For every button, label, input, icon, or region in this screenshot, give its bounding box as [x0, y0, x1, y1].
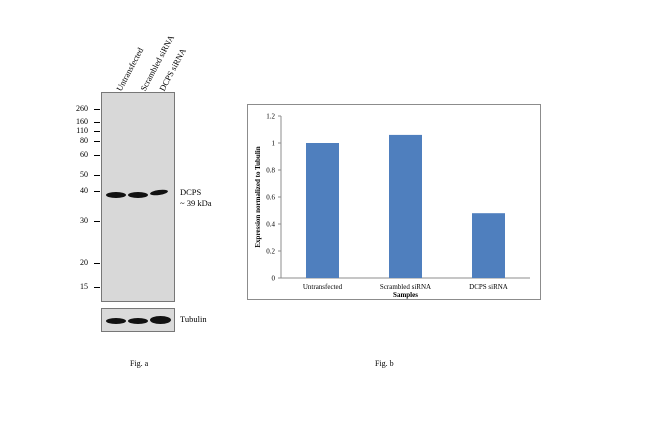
x-tick-label: Scrambled siRNA	[380, 283, 431, 291]
y-tick-label: 0	[272, 275, 276, 283]
y-tick-label: 1.2	[266, 113, 275, 121]
bar-untransfected	[306, 143, 339, 278]
mw-label-20: 20	[80, 258, 88, 267]
tubulin-label: Tubulin	[180, 314, 207, 324]
y-axis-title: Expression normalized to Tubulin	[254, 146, 262, 247]
bar-scrambled-sirna	[389, 134, 422, 278]
mw-label-50: 50	[80, 170, 88, 179]
dcps-size-label: ~ 39 kDa	[180, 198, 212, 208]
mw-label-60: 60	[80, 150, 88, 159]
mw-tick	[94, 155, 100, 156]
mw-label-40: 40	[80, 186, 88, 195]
dcps-band-untransfected	[106, 192, 126, 198]
mw-label-160: 160	[76, 117, 88, 126]
mw-tick	[94, 191, 100, 192]
x-axis-title: Samples	[393, 291, 418, 299]
tubulin-blot	[101, 308, 175, 332]
dcps-band-sirna	[149, 188, 169, 197]
tubulin-band-untransfected	[106, 318, 126, 324]
mw-label-30: 30	[80, 216, 88, 225]
bar-dcps-sirna	[472, 213, 505, 278]
y-tick-label: 0.4	[266, 221, 275, 229]
blot-membrane	[101, 92, 175, 302]
mw-tick	[94, 221, 100, 222]
y-tick-label: 0.6	[266, 194, 275, 202]
mw-label-110: 110	[76, 126, 88, 135]
mw-tick	[94, 141, 100, 142]
dcps-target-label: DCPS	[180, 187, 202, 197]
mw-tick	[94, 109, 100, 110]
x-tick-label: Untransfected	[303, 283, 343, 291]
bar-chart: 0 0.2 0.4 0.6 0.8 1 1.2 Untransfected Scrambled …	[254, 113, 530, 299]
tubulin-band-scrambled	[128, 318, 148, 324]
mw-tick	[94, 287, 100, 288]
mw-tick	[94, 175, 100, 176]
mw-label-15: 15	[80, 282, 88, 291]
mw-tick	[94, 122, 100, 123]
figure-a-caption: Fig. a	[130, 359, 149, 368]
y-tick-label: 0.2	[266, 248, 275, 256]
x-tick-label: DCPS siRNA	[469, 283, 508, 291]
tubulin-band-sirna	[150, 316, 171, 324]
mw-tick	[94, 131, 100, 132]
y-tick-label: 1	[272, 140, 276, 148]
y-tick-label: 0.8	[266, 167, 275, 175]
mw-label-80: 80	[80, 136, 88, 145]
mw-tick	[94, 263, 100, 264]
mw-label-260: 260	[76, 104, 88, 113]
dcps-band-scrambled	[128, 192, 148, 198]
figure-b-caption: Fig. b	[375, 359, 394, 368]
bar-chart-frame: 0 0.2 0.4 0.6 0.8 1 1.2 Untransfected Scrambled …	[247, 104, 541, 300]
